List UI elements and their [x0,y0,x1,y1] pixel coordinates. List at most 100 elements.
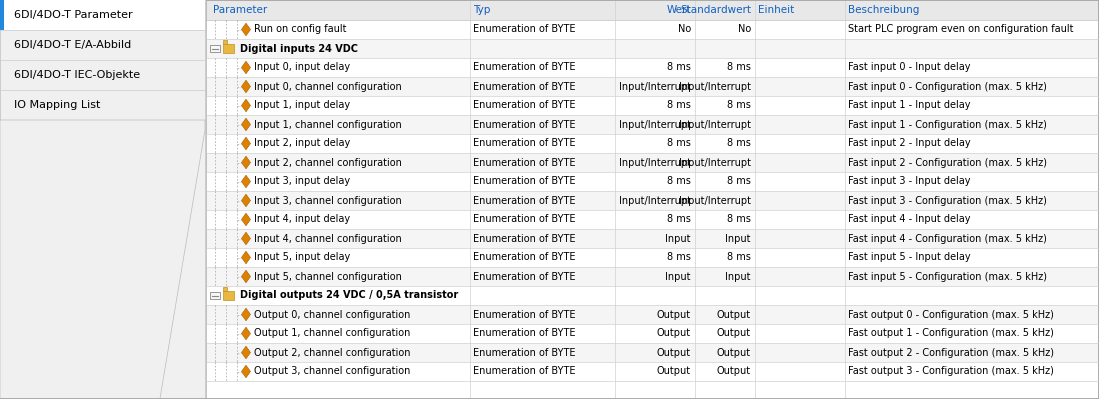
Polygon shape [242,213,251,226]
Text: Start PLC program even on configuration fault: Start PLC program even on configuration … [848,24,1074,34]
Text: Enumeration of BYTE: Enumeration of BYTE [473,348,576,358]
Text: 8 ms: 8 ms [667,176,691,186]
Text: Fast output 3 - Configuration (max. 5 kHz): Fast output 3 - Configuration (max. 5 kH… [848,367,1054,377]
Polygon shape [242,327,251,340]
Text: Output 1, channel configuration: Output 1, channel configuration [254,328,410,338]
Text: Input 0, channel configuration: Input 0, channel configuration [254,81,402,91]
Text: Input: Input [666,233,691,243]
Text: Enumeration of BYTE: Enumeration of BYTE [473,310,576,320]
Text: Input/Interrupt: Input/Interrupt [679,119,751,130]
Text: Parameter: Parameter [213,5,267,15]
Text: Fast input 4 - Configuration (max. 5 kHz): Fast input 4 - Configuration (max. 5 kHz… [848,233,1047,243]
Text: Output: Output [657,367,691,377]
Text: Enumeration of BYTE: Enumeration of BYTE [473,101,576,111]
Polygon shape [242,61,251,74]
Text: Input 0, input delay: Input 0, input delay [254,63,351,73]
Text: Enumeration of BYTE: Enumeration of BYTE [473,328,576,338]
Text: Wert: Wert [666,5,691,15]
Text: Output 3, channel configuration: Output 3, channel configuration [254,367,410,377]
Text: Output: Output [657,328,691,338]
Text: Input 3, input delay: Input 3, input delay [254,176,351,186]
Bar [0,0,206,30]
Text: Enumeration of BYTE: Enumeration of BYTE [473,253,576,263]
Bar [206,191,1099,210]
Text: Digital inputs 24 VDC: Digital inputs 24 VDC [240,43,358,53]
Bar [206,0,1099,20]
Bar [206,134,1099,153]
Text: Input 4, channel configuration: Input 4, channel configuration [254,233,402,243]
Text: Einheit: Einheit [758,5,795,15]
Text: Typ: Typ [473,5,490,15]
Text: Input/Interrupt: Input/Interrupt [619,158,691,168]
Text: Fast output 2 - Configuration (max. 5 kHz): Fast output 2 - Configuration (max. 5 kH… [848,348,1054,358]
Bar [206,362,1099,381]
Text: Output: Output [657,310,691,320]
Text: 8 ms: 8 ms [667,215,691,225]
Text: Enumeration of BYTE: Enumeration of BYTE [473,81,576,91]
Bar [206,58,1099,77]
Text: Fast input 3 - Input delay: Fast input 3 - Input delay [848,176,970,186]
Bar [206,324,1099,343]
Text: 8 ms: 8 ms [728,63,751,73]
Bar [206,229,1099,248]
Text: Fast output 1 - Configuration (max. 5 kHz): Fast output 1 - Configuration (max. 5 kH… [848,328,1054,338]
Polygon shape [242,80,251,93]
Text: Input 4, input delay: Input 4, input delay [254,215,351,225]
Text: Input/Interrupt: Input/Interrupt [619,81,691,91]
Bar [206,343,1099,362]
Text: Enumeration of BYTE: Enumeration of BYTE [473,119,576,130]
Bar [206,153,1099,172]
Text: Enumeration of BYTE: Enumeration of BYTE [473,271,576,282]
Text: Input 2, input delay: Input 2, input delay [254,138,351,148]
Polygon shape [242,175,251,188]
Bar [206,286,1099,305]
Text: Input: Input [666,271,691,282]
Text: Input 3, channel configuration: Input 3, channel configuration [254,196,402,205]
Bar [206,210,1099,229]
Text: Fast input 2 - Configuration (max. 5 kHz): Fast input 2 - Configuration (max. 5 kHz… [848,158,1047,168]
Bar [210,292,220,299]
Text: Fast output 0 - Configuration (max. 5 kHz): Fast output 0 - Configuration (max. 5 kH… [848,310,1054,320]
Text: 8 ms: 8 ms [728,101,751,111]
Text: Input 1, input delay: Input 1, input delay [254,101,351,111]
Text: Fast input 1 - Input delay: Fast input 1 - Input delay [848,101,970,111]
Text: Fast input 3 - Configuration (max. 5 kHz): Fast input 3 - Configuration (max. 5 kHz… [848,196,1047,205]
Text: Input/Interrupt: Input/Interrupt [619,196,691,205]
Text: Fast input 0 - Input delay: Fast input 0 - Input delay [848,63,970,73]
Text: Fast input 1 - Configuration (max. 5 kHz): Fast input 1 - Configuration (max. 5 kHz… [848,119,1047,130]
Polygon shape [0,120,206,399]
Text: Output 0, channel configuration: Output 0, channel configuration [254,310,410,320]
Text: Standardwert: Standardwert [680,5,751,15]
Text: Enumeration of BYTE: Enumeration of BYTE [473,176,576,186]
Text: IO Mapping List: IO Mapping List [14,100,100,110]
Text: 6DI/4DO-T IEC-Objekte: 6DI/4DO-T IEC-Objekte [14,70,141,80]
Text: Enumeration of BYTE: Enumeration of BYTE [473,367,576,377]
Text: Output: Output [717,348,751,358]
Text: Input/Interrupt: Input/Interrupt [679,81,751,91]
Bar [0,0,206,399]
Polygon shape [242,156,251,169]
Text: Fast input 5 - Input delay: Fast input 5 - Input delay [848,253,970,263]
Text: Input/Interrupt: Input/Interrupt [619,119,691,130]
Bar [0,0,4,30]
Bar [206,77,1099,96]
Text: Enumeration of BYTE: Enumeration of BYTE [473,233,576,243]
Text: 8 ms: 8 ms [667,101,691,111]
Text: Fast input 0 - Configuration (max. 5 kHz): Fast input 0 - Configuration (max. 5 kHz… [848,81,1047,91]
Bar [206,248,1099,267]
Text: Input/Interrupt: Input/Interrupt [679,196,751,205]
Text: Enumeration of BYTE: Enumeration of BYTE [473,158,576,168]
Text: Output: Output [717,310,751,320]
Text: Fast input 4 - Input delay: Fast input 4 - Input delay [848,215,970,225]
Polygon shape [242,365,251,378]
Text: Input: Input [725,233,751,243]
Bar [206,96,1099,115]
Text: Enumeration of BYTE: Enumeration of BYTE [473,24,576,34]
Text: Fast input 5 - Configuration (max. 5 kHz): Fast input 5 - Configuration (max. 5 kHz… [848,271,1047,282]
Bar [222,287,227,291]
Polygon shape [242,270,251,283]
Text: Input 2, channel configuration: Input 2, channel configuration [254,158,402,168]
Polygon shape [242,194,251,207]
Polygon shape [242,232,251,245]
Bar [206,39,1099,58]
